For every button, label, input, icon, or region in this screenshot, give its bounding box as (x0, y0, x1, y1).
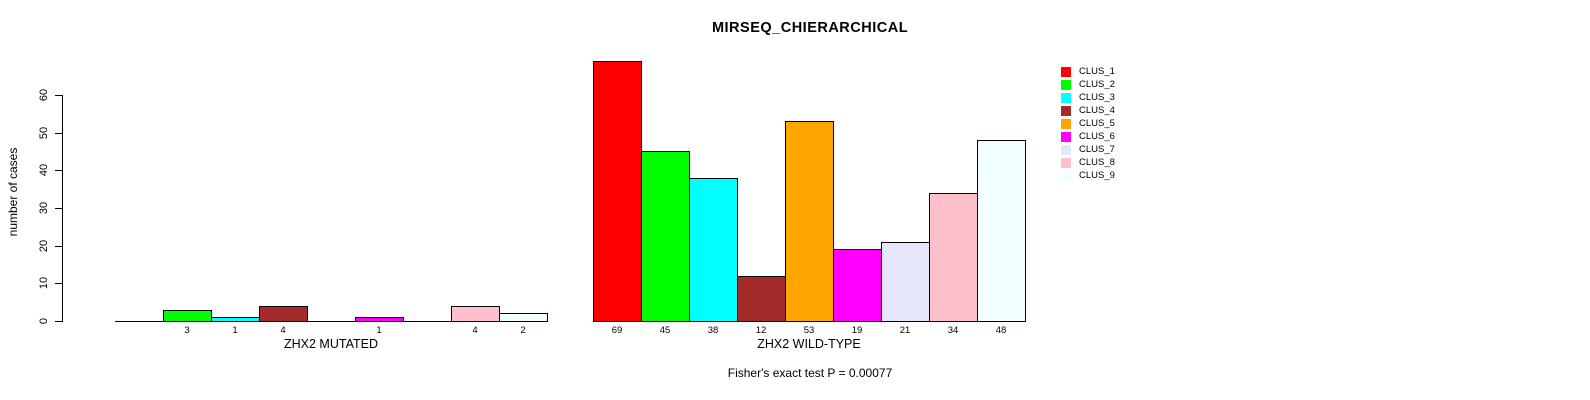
legend-swatch-icon (1061, 66, 1071, 77)
legend-item: CLUS_5 (1061, 117, 1115, 130)
y-tick-label: 0 (38, 317, 50, 325)
bar-clus_6-group1 (355, 317, 404, 322)
bar-value-label: 69 (611, 325, 623, 336)
y-axis-line (62, 94, 63, 322)
bar-value-label: 38 (707, 325, 719, 336)
legend-swatch-icon (1061, 144, 1071, 155)
y-tick-mark (55, 208, 62, 209)
caption: Fisher's exact test P = 0.00077 (727, 366, 893, 380)
bar-clus_6-group2 (833, 249, 882, 322)
bar-value-label: 19 (851, 325, 863, 336)
legend-label: CLUS_1 (1079, 66, 1115, 77)
bar-clus_1-group2 (593, 61, 642, 322)
bar-clus_2-group1 (163, 310, 212, 322)
bar-clus_2-group2 (641, 151, 690, 322)
legend-swatch-icon (1061, 79, 1071, 90)
chart-title: MIRSEQ_CHIERARCHICAL (711, 20, 909, 36)
legend-item: CLUS_2 (1061, 78, 1115, 91)
bar-value-label: 4 (472, 325, 478, 336)
group-label: ZHX2 MUTATED (284, 337, 378, 351)
y-tick-label: 50 (38, 126, 50, 140)
y-tick-label: 20 (38, 239, 50, 253)
bar-clus_8-group2 (929, 193, 978, 322)
legend-label: CLUS_3 (1079, 92, 1115, 103)
bar-value-label: 48 (995, 325, 1007, 336)
y-tick-mark (55, 246, 62, 247)
legend-swatch-icon (1061, 131, 1071, 142)
y-tick-mark (55, 95, 62, 96)
legend-swatch-icon (1061, 170, 1071, 181)
legend-swatch-icon (1061, 157, 1071, 168)
group-label: ZHX2 WILD-TYPE (757, 337, 861, 351)
bar-clus_3-group1 (211, 317, 260, 322)
bar-value-label: 4 (280, 325, 286, 336)
legend-item: CLUS_8 (1061, 156, 1115, 169)
legend-item: CLUS_6 (1061, 130, 1115, 143)
y-axis-label: number of cases (6, 147, 20, 237)
legend-item: CLUS_9 (1061, 169, 1115, 182)
y-tick-mark (55, 321, 62, 322)
y-tick-label: 40 (38, 163, 50, 177)
bar-clus_8-group1 (451, 306, 500, 322)
bar-value-label: 34 (947, 325, 959, 336)
bar-clus_4-group2 (737, 276, 786, 322)
legend-label: CLUS_9 (1079, 170, 1115, 181)
legend-label: CLUS_8 (1079, 157, 1115, 168)
legend-item: CLUS_4 (1061, 104, 1115, 117)
y-tick-mark (55, 133, 62, 134)
bar-value-label: 1 (232, 325, 238, 336)
bar-value-label: 21 (899, 325, 911, 336)
y-tick-mark (55, 170, 62, 171)
y-tick-label: 30 (38, 201, 50, 215)
bar-value-label: 2 (520, 325, 526, 336)
bar-value-label: 3 (184, 325, 190, 336)
bar-clus_7-group2 (881, 242, 930, 322)
legend-label: CLUS_6 (1079, 131, 1115, 142)
bar-clus_9-group2 (977, 140, 1026, 322)
y-tick-label: 60 (38, 88, 50, 102)
legend: CLUS_1 CLUS_2 CLUS_3 CLUS_4 CLUS_5 CLUS_6 CLUS… (1061, 65, 1115, 182)
bar-clus_9-group1 (499, 313, 548, 322)
legend-item: CLUS_3 (1061, 91, 1115, 104)
y-tick-mark (55, 283, 62, 284)
legend-label: CLUS_4 (1079, 105, 1115, 116)
x-baseline (115, 321, 547, 322)
y-tick-label: 10 (38, 276, 50, 290)
legend-label: CLUS_2 (1079, 79, 1115, 90)
legend-item: CLUS_7 (1061, 143, 1115, 156)
bar-value-label: 1 (376, 325, 382, 336)
legend-item: CLUS_1 (1061, 65, 1115, 78)
bar-value-label: 12 (755, 325, 767, 336)
bar-value-label: 45 (659, 325, 671, 336)
bar-clus_3-group2 (689, 178, 738, 322)
legend-swatch-icon (1061, 92, 1071, 103)
bar-clus_5-group2 (785, 121, 834, 322)
legend-swatch-icon (1061, 118, 1071, 129)
bar-value-label: 53 (803, 325, 815, 336)
legend-swatch-icon (1061, 105, 1071, 116)
bar-clus_4-group1 (259, 306, 308, 322)
legend-label: CLUS_5 (1079, 118, 1115, 129)
legend-label: CLUS_7 (1079, 144, 1115, 155)
